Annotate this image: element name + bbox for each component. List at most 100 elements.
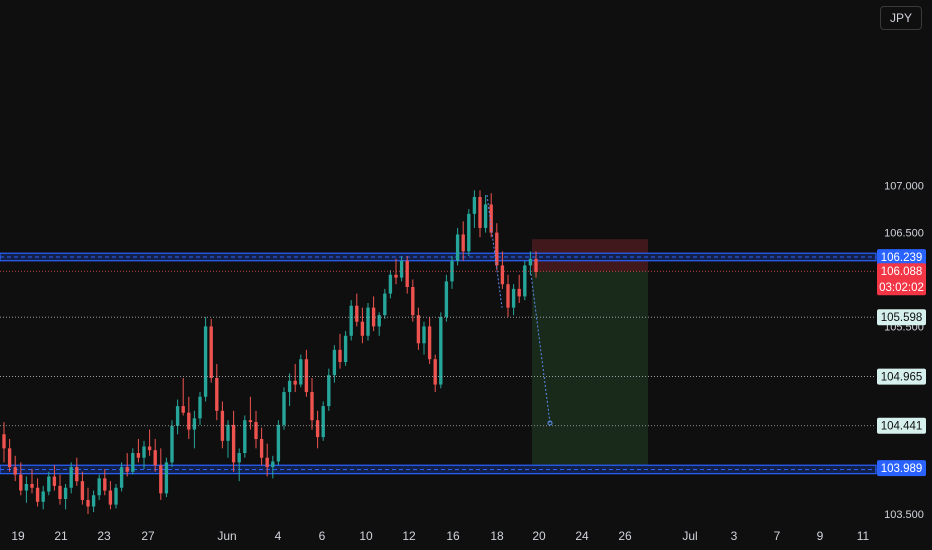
candle-body[interactable] xyxy=(41,491,45,502)
candle-body[interactable] xyxy=(511,288,516,308)
candle-body[interactable] xyxy=(439,317,443,385)
candle-body[interactable] xyxy=(394,274,398,278)
candle-body[interactable] xyxy=(528,258,533,266)
price-label-box[interactable] xyxy=(877,249,926,266)
candle-body[interactable] xyxy=(131,453,135,472)
candle-body[interactable] xyxy=(125,467,129,472)
currency-button[interactable]: JPY xyxy=(880,6,922,30)
projection-end-point[interactable] xyxy=(547,420,553,426)
candle-body[interactable] xyxy=(142,446,146,458)
candle-body[interactable] xyxy=(427,326,432,360)
candle-body[interactable] xyxy=(198,396,202,419)
candle-body[interactable] xyxy=(534,258,538,272)
candle-body[interactable] xyxy=(293,380,297,385)
candle-body[interactable] xyxy=(69,467,73,488)
candle-body[interactable] xyxy=(226,424,230,441)
candle-body[interactable] xyxy=(108,490,113,505)
candle-body[interactable] xyxy=(422,326,426,344)
candle-body[interactable] xyxy=(80,481,85,500)
candle-body[interactable] xyxy=(159,465,163,494)
candle-body[interactable] xyxy=(489,204,493,233)
candle-body[interactable] xyxy=(287,380,292,393)
candle-body[interactable] xyxy=(63,487,68,499)
candle-body[interactable] xyxy=(86,499,90,507)
candle-body[interactable] xyxy=(30,483,34,488)
candle-body[interactable] xyxy=(276,424,281,462)
candle-body[interactable] xyxy=(523,265,527,297)
candle-body[interactable] xyxy=(383,293,387,316)
candle-body[interactable] xyxy=(147,446,152,451)
candle-body[interactable] xyxy=(282,392,286,425)
price-label-box[interactable] xyxy=(877,417,926,434)
resistance-band[interactable] xyxy=(0,252,877,262)
candle-body[interactable] xyxy=(248,420,253,423)
candle-body[interactable] xyxy=(231,424,236,463)
candle-body[interactable] xyxy=(91,495,96,507)
candle-body[interactable] xyxy=(343,335,348,363)
candle-body[interactable] xyxy=(304,359,309,393)
candle-body[interactable] xyxy=(209,326,213,378)
candle-body[interactable] xyxy=(405,260,409,288)
candle-body[interactable] xyxy=(299,359,303,385)
candle-body[interactable] xyxy=(366,307,370,336)
candle-body[interactable] xyxy=(360,321,365,336)
candle-body[interactable] xyxy=(271,461,275,468)
candle-body[interactable] xyxy=(119,467,124,488)
candle-body[interactable] xyxy=(478,196,482,228)
price-label-box[interactable] xyxy=(877,309,926,326)
candle-body[interactable] xyxy=(52,476,57,486)
candle-body[interactable] xyxy=(399,260,404,278)
candle-body[interactable] xyxy=(170,425,174,463)
candle-body[interactable] xyxy=(75,467,79,482)
candle-body[interactable] xyxy=(433,359,437,385)
candle-body[interactable] xyxy=(332,349,337,376)
candle-body[interactable] xyxy=(338,349,342,363)
candle-body[interactable] xyxy=(58,485,62,499)
candle-body[interactable] xyxy=(321,406,325,438)
candle-body[interactable] xyxy=(153,450,157,466)
candle-body[interactable] xyxy=(517,288,521,297)
candle-body[interactable] xyxy=(483,204,488,228)
candle-body[interactable] xyxy=(371,307,376,327)
candle-body[interactable] xyxy=(506,284,510,308)
candle-body[interactable] xyxy=(315,420,320,438)
candle-body[interactable] xyxy=(7,448,12,468)
candle-body[interactable] xyxy=(237,453,241,463)
candle-body[interactable] xyxy=(388,274,393,294)
candle-body[interactable] xyxy=(103,478,107,491)
candle-body[interactable] xyxy=(349,305,353,336)
take-profit-zone[interactable] xyxy=(532,271,648,467)
candle-body[interactable] xyxy=(450,260,454,282)
candle-body[interactable] xyxy=(265,457,269,468)
candle-body[interactable] xyxy=(500,265,505,285)
price-label-box[interactable] xyxy=(877,263,926,296)
candle-body[interactable] xyxy=(215,377,219,411)
candle-body[interactable] xyxy=(467,213,471,252)
candle-body[interactable] xyxy=(259,438,264,458)
candle-body[interactable] xyxy=(472,196,477,214)
candle-body[interactable] xyxy=(455,234,460,261)
candle-body[interactable] xyxy=(35,487,40,502)
candle-body[interactable] xyxy=(461,234,465,252)
candle-body[interactable] xyxy=(164,462,169,494)
support-band[interactable] xyxy=(0,464,877,475)
candle-body[interactable] xyxy=(24,483,29,491)
candle-body[interactable] xyxy=(203,326,208,397)
candle-body[interactable] xyxy=(377,315,381,327)
candle-body[interactable] xyxy=(47,476,51,492)
candle-body[interactable] xyxy=(327,375,331,407)
candle-body[interactable] xyxy=(114,487,118,505)
candle-body[interactable] xyxy=(97,478,101,496)
candle-body[interactable] xyxy=(495,232,499,266)
candle-body[interactable] xyxy=(416,315,421,344)
candle-body[interactable] xyxy=(19,474,23,491)
candle-body[interactable] xyxy=(175,406,180,426)
candle-body[interactable] xyxy=(355,305,359,322)
candle-body[interactable] xyxy=(310,392,314,421)
candle-body[interactable] xyxy=(243,420,247,454)
candle-body[interactable] xyxy=(192,418,197,430)
candle-body[interactable] xyxy=(181,406,185,413)
candle-body[interactable] xyxy=(254,422,258,439)
candle-body[interactable] xyxy=(187,412,191,430)
